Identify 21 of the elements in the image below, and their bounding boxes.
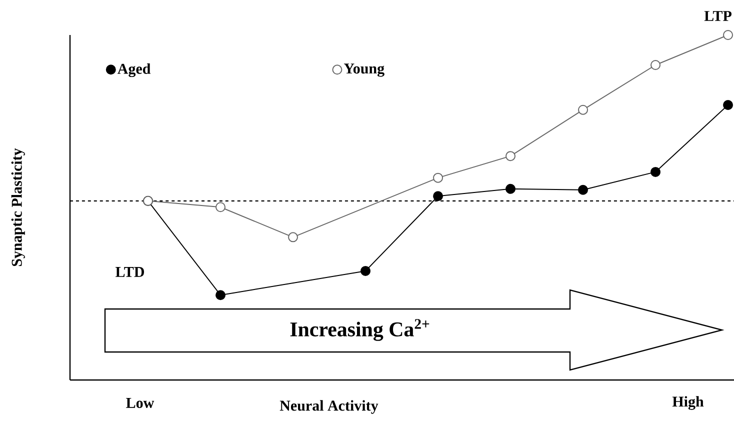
point: [650, 60, 661, 70]
point: [578, 184, 588, 195]
text: High: [672, 396, 704, 410]
point: [506, 151, 516, 162]
point: [216, 290, 226, 300]
point: [360, 266, 371, 276]
annotation: Increasing Ca$^{2+}$: [290, 319, 430, 341]
text: LTP: [704, 11, 732, 21]
point: [506, 184, 516, 194]
annotation: LTD: [116, 267, 144, 277]
legend-label: Aged: [118, 63, 151, 78]
point: [578, 104, 588, 115]
point: [216, 202, 226, 212]
y-axis-title: Synaptic Plasticity: [11, 148, 25, 266]
x-axis-title: Neural Activity: [280, 400, 378, 414]
point: [288, 232, 298, 242]
text: Low: [126, 398, 154, 408]
point: [433, 172, 444, 183]
point: [433, 191, 444, 202]
legend-label: Young: [344, 64, 384, 77]
point: [650, 166, 661, 177]
